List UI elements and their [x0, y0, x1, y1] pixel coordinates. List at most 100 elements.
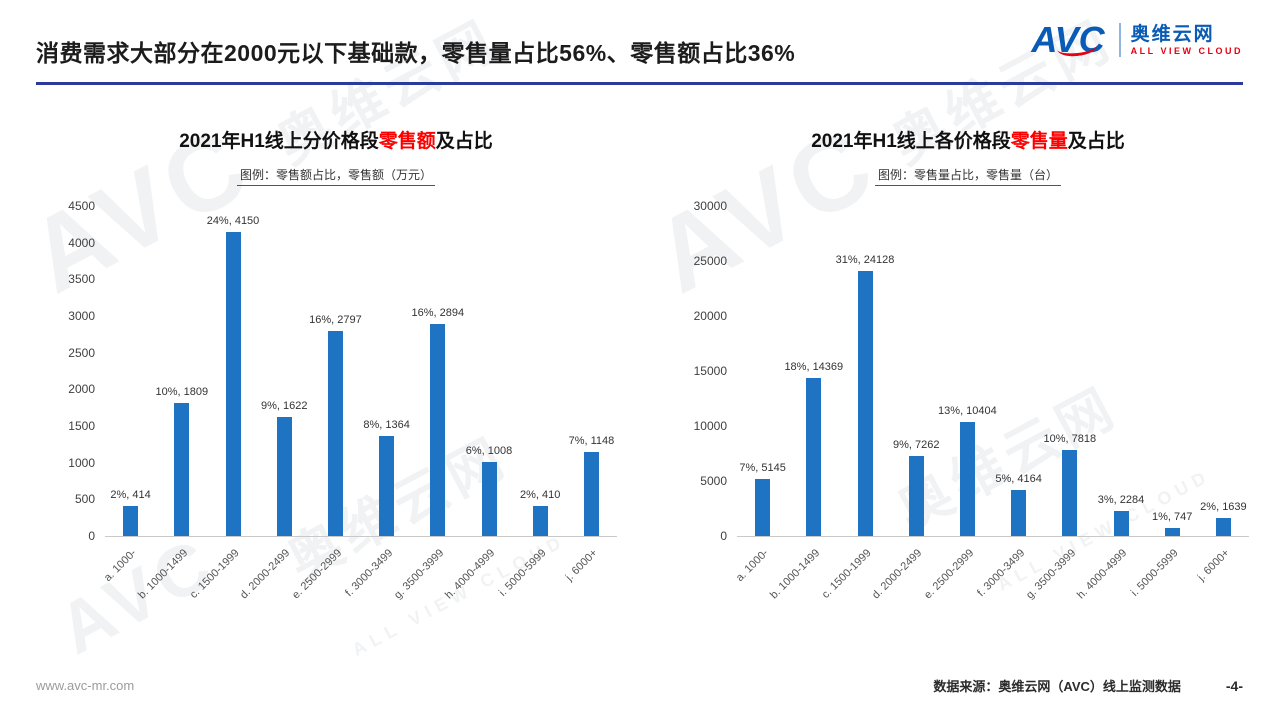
x-axis-labels: a. 1000- b. 1000-1499 c. 1500-1999 d. 2000-…: [102, 537, 617, 632]
x-axis-labels: a. 1000- b. 1000-1499 c. 1500-1999 d. 2000-…: [734, 537, 1249, 632]
bar: [327, 331, 343, 536]
bar-slot: 18%, 14369: [784, 206, 843, 536]
data-source-note: 数据来源：奥维云网（AVC）线上监测数据: [933, 679, 1181, 694]
y-tick-label: 10000: [693, 419, 727, 433]
charts-row: 2021年H1线上分价格段零售额及占比 图例：零售额占比，零售额（万元） 0 50…: [55, 126, 1249, 632]
bar: [1011, 490, 1027, 536]
y-axis: 0 5000 10000 15000 20000 25000 30000: [687, 199, 737, 543]
y-tick-label: 2000: [68, 382, 95, 397]
bar-slot: 9%, 7262: [891, 206, 942, 536]
page-number: -4-: [1225, 677, 1243, 694]
x-label-slot: j. 6000+: [563, 537, 617, 632]
y-tick-label: 0: [720, 529, 727, 543]
bar-value-label: 5%, 4164: [995, 473, 1042, 485]
bar-value-label: 7%, 5145: [739, 462, 786, 474]
bar-slot: 2%, 414: [105, 206, 156, 536]
bar-value-label: 3%, 2284: [1097, 494, 1145, 506]
y-tick-label: 5000: [700, 474, 727, 488]
bar-slot: 7%, 1148: [566, 206, 617, 536]
bar-slot: 2%, 1639: [1198, 206, 1249, 536]
bar-value-label: 13%, 10404: [938, 405, 997, 417]
bar-slot: 7%, 5145: [737, 206, 788, 536]
bar: [857, 271, 873, 536]
bar-slot: 9%, 1622: [259, 206, 310, 536]
bar-slot: 10%, 7818: [1043, 206, 1097, 536]
bar: [1113, 511, 1129, 536]
bar: [1215, 518, 1231, 536]
retail-volume-chart: 2021年H1线上各价格段零售量及占比 图例：零售量占比，零售量（台） 0 500…: [687, 126, 1249, 632]
header: 消费需求大部分在2000元以下基础款，零售量占比56%、零售额占比36% AVC…: [36, 22, 1243, 68]
y-tick-label: 20000: [693, 309, 727, 323]
y-tick-label: 1000: [68, 455, 95, 470]
plot: 0 5000 10000 15000 20000 25000 30000 7%, 5145 1…: [687, 199, 1249, 632]
bar-slot: 13%, 10404: [938, 206, 997, 536]
logo-divider: [1118, 23, 1121, 57]
bar-value-label: 2%, 1639: [1200, 501, 1247, 513]
bar-value-label: 24%, 4150: [206, 215, 260, 227]
bar-value-label: 2%, 414: [110, 489, 151, 501]
avc-logo: AVC 奥维云网 ALL VIEW CLOUD: [1031, 19, 1243, 60]
bar-slot: 24%, 4150: [206, 206, 260, 536]
logo-name-block: 奥维云网 ALL VIEW CLOUD: [1131, 24, 1243, 56]
bar-slot: 16%, 2894: [412, 206, 464, 536]
bar-value-label: 8%, 1364: [363, 419, 410, 431]
chart-title: 2021年H1线上各价格段零售量及占比: [811, 131, 1125, 152]
bar: [755, 479, 771, 536]
bar: [583, 452, 599, 536]
chart-legend: 图例：零售量占比，零售量（台）: [874, 166, 1061, 186]
x-category-label: j. 6000+: [1195, 547, 1232, 584]
bar-value-label: 10%, 7818: [1043, 433, 1097, 445]
y-tick-label: 0: [88, 529, 95, 543]
chart-legend-wrap: 图例：零售量占比，零售量（台）: [687, 166, 1249, 186]
logo-company-name: 奥维云网: [1130, 23, 1215, 45]
y-tick-label: 2500: [68, 345, 95, 360]
y-tick-label: 500: [74, 492, 95, 507]
website-url: www.avc-mr.com: [36, 678, 135, 693]
y-tick-label: 1500: [68, 419, 95, 433]
bar-slot: 8%, 1364: [361, 206, 412, 536]
bar-value-label: 16%, 2797: [309, 314, 362, 326]
retail-value-chart: 2021年H1线上分价格段零售额及占比 图例：零售额占比，零售额（万元） 0 50…: [55, 126, 617, 632]
bar: [1164, 528, 1180, 536]
bar: [806, 378, 822, 536]
y-tick-label: 4000: [68, 235, 95, 250]
bar: [123, 506, 139, 536]
bar: [174, 403, 190, 536]
bar: [379, 436, 395, 536]
bar: [1062, 450, 1078, 536]
bars: 2%, 414 10%, 1809 24%, 4150 9%, 1622 16%, 27…: [105, 206, 617, 537]
bar: [481, 462, 497, 536]
chart-legend-wrap: 图例：零售额占比，零售额（万元）: [55, 166, 617, 186]
header-divider-rule: [36, 82, 1243, 85]
plot: 0 500 1000 1500 2000 2500 3000 3500 4000 4500 2%,…: [55, 199, 617, 632]
x-category-label: j. 6000+: [563, 547, 600, 584]
bar-value-label: 9%, 7262: [892, 439, 940, 451]
y-tick-label: 25000: [693, 254, 727, 268]
bar-slot: 31%, 24128: [836, 206, 894, 536]
bars: 7%, 5145 18%, 14369 31%, 24128 9%, 7262 13%,…: [737, 206, 1249, 537]
bar-slot: 1%, 747: [1147, 206, 1198, 536]
y-tick-label: 30000: [693, 199, 727, 213]
bar-slot: 16%, 2797: [309, 206, 362, 536]
bar: [430, 324, 446, 536]
y-tick-label: 3500: [68, 272, 95, 287]
bar: [225, 232, 241, 536]
bar: [908, 456, 924, 536]
x-label-slot: i. 5000-5999: [1129, 537, 1198, 632]
logo-brand-text: AVC: [1031, 19, 1105, 60]
bar-slot: 5%, 4164: [993, 206, 1044, 536]
bar-value-label: 7%, 1148: [568, 435, 615, 447]
y-tick-label: 15000: [693, 364, 727, 378]
bar: [532, 506, 548, 536]
x-label-slot: i. 5000-5999: [497, 537, 566, 632]
x-category-label: a. 1000-: [734, 547, 772, 585]
chart-title: 2021年H1线上分价格段零售额及占比: [179, 131, 493, 152]
bar-slot: 6%, 1008: [463, 206, 514, 536]
bar-value-label: 10%, 1809: [155, 386, 209, 398]
plot-area: 7%, 5145 18%, 14369 31%, 24128 9%, 7262 13%,…: [734, 206, 1249, 632]
page-title: 消费需求大部分在2000元以下基础款，零售量占比56%、零售额占比36%: [36, 40, 796, 66]
x-label-slot: j. 6000+: [1195, 537, 1249, 632]
bar-value-label: 6%, 1008: [465, 445, 513, 457]
x-category-label: a. 1000-: [102, 547, 140, 585]
